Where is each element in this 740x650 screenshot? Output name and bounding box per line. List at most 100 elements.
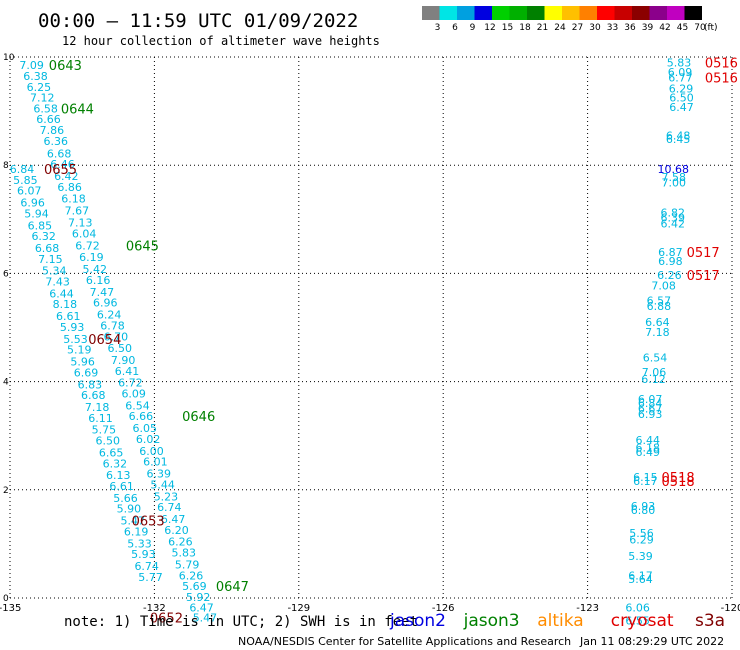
colorbar-swatch: [649, 6, 667, 20]
y-axis-ticks: 0 2 4 6 8 10: [3, 53, 15, 604]
wave-height-value: 6.01: [143, 456, 168, 469]
wave-height-value: 6.47: [669, 101, 694, 114]
wave-height-value: 6.64: [645, 316, 670, 329]
satellite-legend: jason2 jason3 altika cryosat s3a: [389, 611, 725, 631]
y-tick-label: 4: [3, 378, 9, 388]
wave-height-value: 5.96: [70, 356, 95, 369]
wave-height-value: 6.65: [99, 446, 124, 459]
colorbar-label: 12: [484, 23, 495, 33]
chart-subtitle: 12 hour collection of altimeter wave hei…: [62, 34, 380, 48]
wave-height-value: 6.68: [47, 147, 72, 160]
colorbar-label: 70: [694, 23, 706, 33]
wave-height-value: 7.43: [45, 276, 70, 289]
colorbar-unit: (ft): [704, 23, 718, 33]
wave-height-value: 6.07: [638, 393, 663, 406]
footer-credit: NOAA/NESDIS Center for Satellite Applica…: [238, 635, 571, 648]
colorbar-swatch: [492, 6, 510, 20]
colorbar-swatch: [684, 6, 702, 20]
wave-height-value: 5.42: [82, 263, 107, 276]
colorbar-swatch: [614, 6, 632, 20]
legend-jason2: jason2: [389, 611, 446, 631]
pass-time-label: 0517: [687, 246, 720, 261]
x-tick-label: -123: [576, 603, 599, 614]
wave-height-value: 6.84: [10, 163, 35, 176]
wave-height-value: 5.77: [138, 571, 163, 584]
wave-height-value: 5.75: [92, 424, 117, 437]
pass-time-label: 0517: [687, 269, 720, 284]
wave-height-value: 5.34: [42, 265, 67, 278]
pass-time-label: 0644: [61, 102, 94, 117]
wave-height-value: 6.44: [49, 287, 74, 300]
wave-height-value: 6.82: [661, 206, 686, 219]
colorbar-swatch: [632, 6, 650, 20]
wave-height-value: 6.09: [668, 66, 693, 79]
wave-height-value: 6.86: [57, 181, 82, 194]
wave-height-value: 6.44: [636, 434, 661, 447]
y-tick-label: 2: [3, 486, 9, 496]
wave-height-value: 7.86: [40, 124, 65, 137]
wave-height-value: 7.18: [85, 401, 110, 414]
colorbar-swatch: [562, 6, 580, 20]
pass-time-label: 0516: [705, 56, 738, 71]
y-tick-label: 0: [3, 594, 9, 604]
colorbar-label: 6: [452, 23, 458, 33]
wave-height-value: 6.26: [657, 269, 682, 282]
wave-height-value: 6.19: [124, 525, 149, 538]
x-tick-label: -120: [721, 603, 740, 614]
pass-time-label: 0652: [150, 611, 183, 626]
colorbar-swatch: [422, 6, 440, 20]
colorbar-label: 15: [502, 23, 513, 33]
wave-height-value: 6.24: [97, 309, 122, 322]
wave-height-value: 6.46: [50, 158, 75, 171]
legend-altika: altika: [537, 611, 584, 631]
wave-height-value: 5.85: [13, 174, 38, 187]
wave-height-value: 6.29: [669, 82, 694, 95]
wave-height-value: 6.06: [625, 602, 650, 615]
wave-height-value: 6.66: [129, 410, 154, 423]
wave-height-value: 6.42: [54, 170, 79, 183]
pass-time-label: 0653: [132, 515, 165, 530]
colorbar-label: 30: [589, 23, 601, 33]
colorbar-label: 36: [624, 23, 636, 33]
pass-time-label: 0516: [705, 72, 738, 87]
pass-time-label: 0647: [216, 580, 249, 595]
wave-height-value: 5.92: [186, 591, 211, 604]
x-axis-ticks: -135 -132 -129 -126 -123 -120: [0, 603, 740, 614]
wave-height-value: 7.09: [19, 59, 44, 72]
colorbar-swatch: [527, 6, 545, 20]
wave-height-value: 6.72: [118, 377, 143, 390]
wave-height-value: 6.16: [86, 274, 111, 287]
footer-timestamp: Jan 11 08:29:29 UTC 2022: [579, 635, 724, 648]
wave-height-value: 5.93: [131, 548, 156, 561]
pass-time-label: 0654: [88, 333, 121, 348]
wave-height-value: 6.67: [638, 403, 663, 416]
colorbar-label: 39: [642, 23, 654, 33]
wave-height-value: 6.39: [146, 468, 171, 481]
x-tick-label: -129: [287, 603, 310, 614]
pass-time-label: 0645: [126, 239, 159, 254]
wave-height-value: 6.96: [93, 297, 118, 310]
wave-height-value: 6.13: [106, 469, 131, 482]
wave-height-value: 5.19: [67, 344, 92, 357]
wave-height-value: 5.53: [63, 333, 88, 346]
pass-time-label: 0655: [44, 163, 77, 178]
wave-height-value: 5.94: [24, 207, 49, 220]
wave-height-value: 6.93: [631, 500, 656, 513]
color-scale-bar: 3 6 9 12 15 18 21 24 27 30 33 36 39 42 45 70(ft): [422, 6, 718, 33]
wave-height-value: 6.80: [631, 504, 656, 517]
time-labels: 0643 0644 0655 0645 0654 0646 0653 0647 0652 0516…: [44, 56, 738, 626]
y-tick-label: 6: [3, 269, 9, 279]
wave-height-value: 7.90: [111, 354, 136, 367]
wave-height-value: 5.44: [150, 478, 175, 491]
wave-height-value: 5.83: [667, 56, 692, 69]
wave-height-value: 6.96: [20, 197, 45, 210]
wave-height-value: 6.85: [28, 219, 53, 232]
wave-height-value: 6.50: [669, 92, 694, 105]
wave-height-value: 7.67: [65, 205, 90, 218]
pass-time-label: 0518: [662, 475, 695, 490]
legend-s3a: s3a: [695, 611, 725, 631]
wave-height-value: 10.68: [658, 163, 690, 176]
wave-height-value: 6.70: [104, 331, 129, 344]
legend-cryosat: cryosat: [611, 611, 674, 631]
wave-height-value: 6.55: [625, 615, 650, 628]
